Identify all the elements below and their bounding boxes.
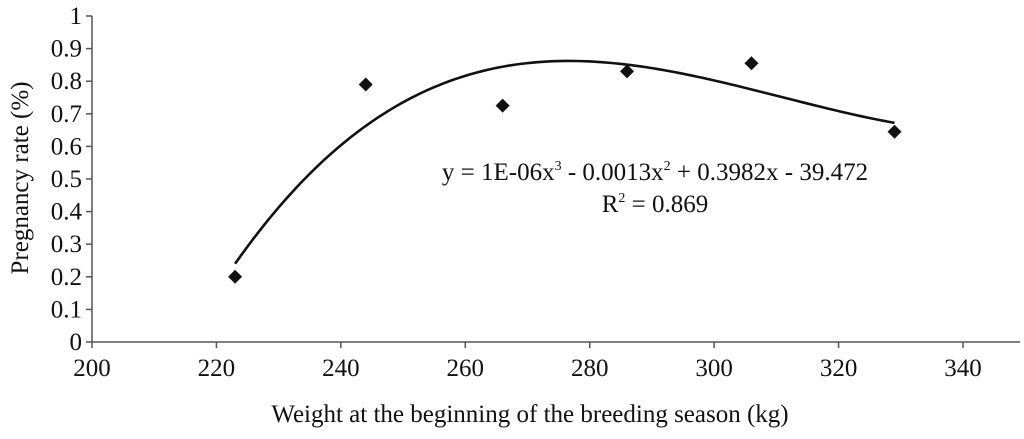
x-tick-label: 220 (198, 355, 236, 382)
y-tick-label: 0.4 (51, 199, 83, 226)
y-tick-label: 0.1 (51, 296, 82, 323)
y-tick-label: 0.5 (51, 166, 82, 193)
data-point-marker (358, 77, 373, 92)
data-point-marker (495, 98, 510, 113)
trendline-equation: y = 1E-06x3 - 0.0013x2 + 0.3982x - 39.47… (442, 159, 868, 186)
data-point-marker (228, 269, 243, 284)
x-tick-label: 300 (695, 355, 733, 382)
x-tick-label: 320 (820, 355, 858, 382)
x-tick-label: 260 (447, 355, 485, 382)
y-tick-label: 0 (70, 329, 83, 356)
y-ticks: 0 0.1 0.2 0.3 0.4 0.5 0.6 0.7 0.8 0.9 1 (51, 3, 92, 356)
x-tick-label: 340 (944, 355, 982, 382)
data-point-marker (620, 64, 635, 79)
data-point-marker (744, 56, 759, 71)
y-tick-label: 0.8 (51, 68, 82, 95)
x-tick-label: 200 (73, 355, 111, 382)
x-axis-title: Weight at the beginning of the breeding … (271, 401, 788, 428)
y-tick-label: 0.3 (51, 231, 82, 258)
r-squared-label: R2 = 0.869 (602, 191, 709, 218)
trendline (234, 59, 895, 265)
y-tick-label: 0.6 (51, 133, 82, 160)
data-points (228, 56, 902, 284)
x-tick-label: 240 (322, 355, 360, 382)
y-tick-label: 1 (70, 3, 83, 30)
y-tick-label: 0.2 (51, 264, 82, 291)
x-ticks: 200 220 240 260 280 300 320 340 (73, 342, 982, 382)
y-tick-label: 0.7 (51, 101, 82, 128)
axes (91, 16, 1020, 343)
y-tick-label: 0.9 (51, 36, 82, 63)
data-point-marker (887, 124, 902, 139)
y-axis-title: Pregnancy rate (%) (7, 82, 34, 275)
x-tick-label: 280 (571, 355, 609, 382)
